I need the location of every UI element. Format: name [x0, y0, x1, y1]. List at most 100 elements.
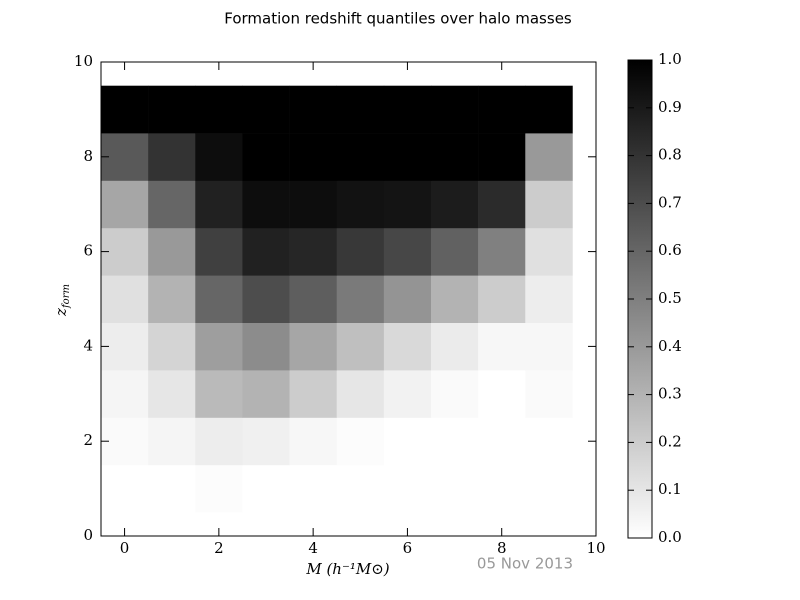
heat-cell [242, 370, 290, 418]
y-label-sub: form [61, 284, 72, 309]
heat-cell [195, 85, 243, 134]
heat-cell [525, 417, 573, 466]
heat-cell [289, 417, 338, 466]
colorbar-tick-label: 0.8 [658, 146, 682, 164]
colorbar-tick-label: 0.9 [658, 98, 682, 116]
heat-cell [101, 464, 149, 513]
x-axis-label: M (h⁻¹M⊙) [305, 560, 389, 578]
heat-cell [336, 417, 385, 466]
heat-cell [478, 322, 526, 371]
heat-cell [383, 370, 432, 418]
heat-cell [148, 133, 196, 181]
heat-cell [525, 85, 573, 134]
heat-cell [478, 417, 526, 466]
x-tick-label: 4 [308, 539, 318, 557]
heat-cell [242, 275, 290, 323]
y-tick-label: 8 [83, 147, 93, 165]
heat-cell [525, 275, 573, 323]
heat-cell [336, 85, 385, 134]
heat-cell [336, 512, 385, 537]
heat-cell [478, 227, 526, 276]
heat-cell [431, 464, 479, 513]
heat-cell [242, 133, 290, 181]
colorbar-tick-label: 0.3 [658, 385, 682, 403]
heat-cell [431, 417, 479, 466]
heat-cell [148, 180, 196, 229]
colorbar-tick-label: 0.0 [658, 528, 682, 546]
heat-cell [101, 275, 149, 323]
heat-cell [289, 227, 338, 276]
heat-cell [148, 512, 196, 537]
heat-cell [336, 180, 385, 229]
heat-cell [289, 180, 338, 229]
heat-cell [101, 85, 149, 134]
colorbar-tick-label: 0.7 [658, 193, 682, 211]
y-tick-label: 0 [83, 526, 93, 544]
heat-cell [195, 275, 243, 323]
heat-cell [431, 227, 479, 276]
heat-cell [431, 275, 479, 323]
heat-cell [148, 227, 196, 276]
heat-cell [431, 133, 479, 181]
heat-cell [383, 180, 432, 229]
heat-cell [336, 370, 385, 418]
heat-cell [242, 417, 290, 466]
heat-cell [383, 417, 432, 466]
date-annotation: 05 Nov 2013 [477, 555, 573, 573]
heat-cell [336, 133, 385, 181]
heat-cell [289, 464, 338, 513]
colorbar-tick-label: 0.5 [658, 289, 682, 307]
heat-cell [525, 512, 573, 537]
heat-cell [336, 275, 385, 323]
heat-cell [525, 464, 573, 513]
y-axis-label: zform [52, 284, 72, 317]
heat-cell [431, 85, 479, 134]
heat-cell [336, 322, 385, 371]
heat-cell [336, 227, 385, 276]
heat-cell [148, 370, 196, 418]
heat-cell [242, 227, 290, 276]
heat-cell [478, 370, 526, 418]
heat-cell [195, 370, 243, 418]
heat-cell [101, 180, 149, 229]
heat-cell [195, 322, 243, 371]
x-tick-label: 8 [497, 539, 507, 557]
heat-cell [431, 180, 479, 229]
x-tick-label: 0 [120, 539, 130, 557]
heat-cell [242, 180, 290, 229]
colorbar-tick-label: 0.6 [658, 241, 682, 259]
x-tick-label: 6 [403, 539, 413, 557]
heat-cell [478, 464, 526, 513]
heat-cell [242, 85, 290, 134]
heat-cell [289, 275, 338, 323]
heat-cell [431, 370, 479, 418]
heat-cell [525, 227, 573, 276]
heat-cell [148, 275, 196, 323]
y-tick-label: 10 [74, 52, 93, 70]
heat-cell [289, 322, 338, 371]
heat-cell [383, 275, 432, 323]
heat-cell [289, 370, 338, 418]
x-tick-label: 2 [214, 539, 224, 557]
heat-cell [431, 322, 479, 371]
colorbar-tick-label: 0.1 [658, 480, 682, 498]
heat-cell [148, 417, 196, 466]
heat-cell [289, 85, 338, 134]
heat-cell [289, 133, 338, 181]
heat-cell [525, 180, 573, 229]
heat-cell [525, 133, 573, 181]
heat-cell [478, 180, 526, 229]
y-tick-label: 6 [83, 242, 93, 260]
heatmap [101, 85, 573, 537]
chart-title: Formation redshift quantiles over halo m… [224, 10, 572, 28]
heat-cell [478, 275, 526, 323]
heat-cell [383, 85, 432, 134]
heat-cell [242, 322, 290, 371]
heat-cell [383, 322, 432, 371]
colorbar-tick-label: 0.4 [658, 337, 682, 355]
heat-cell [195, 464, 243, 513]
heat-cell [195, 417, 243, 466]
y-tick-label: 2 [83, 431, 93, 449]
heat-cell [383, 227, 432, 276]
